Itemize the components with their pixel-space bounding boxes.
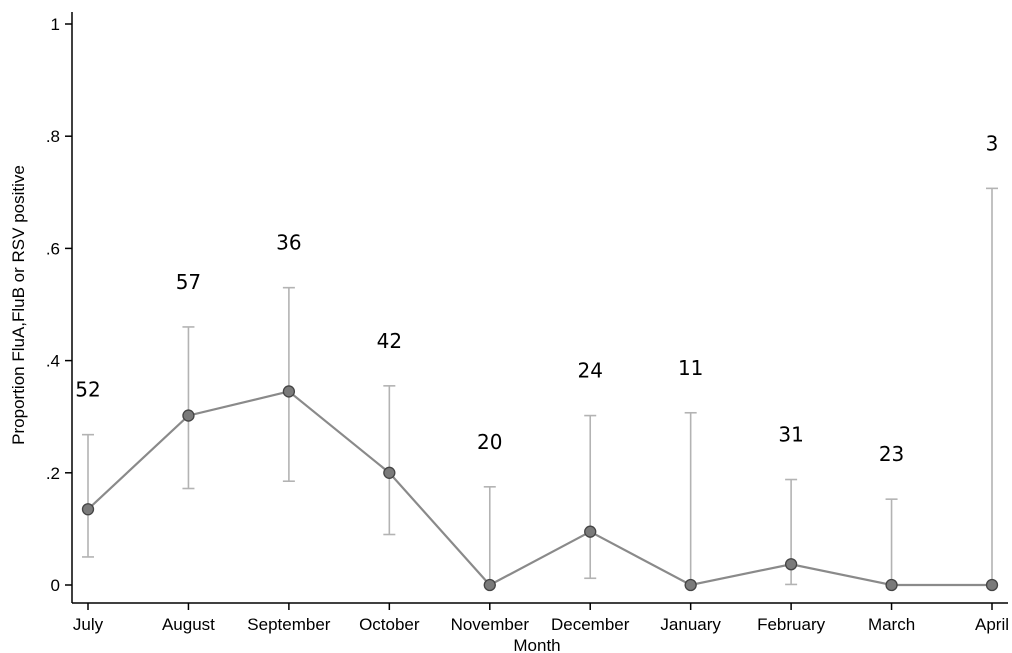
data-label: 57 <box>176 270 201 294</box>
data-point <box>985 578 999 592</box>
data-label: 23 <box>879 442 904 466</box>
x-tick-label: March <box>868 615 915 634</box>
data-point <box>81 503 95 516</box>
sample-size-labels: 52 57 36 42 20 24 11 31 23 3 <box>75 131 998 466</box>
data-label: 20 <box>477 430 502 454</box>
series <box>81 385 999 592</box>
data-label: 11 <box>678 356 703 380</box>
series-line <box>87 390 992 587</box>
y-tick-label: .4 <box>46 352 60 371</box>
y-tick-label: 1 <box>51 15 60 34</box>
x-tick-label: November <box>451 615 530 634</box>
x-tick-label: December <box>551 615 630 634</box>
y-tick-label: 0 <box>51 576 60 595</box>
data-point <box>383 466 396 479</box>
x-tick-label: February <box>757 615 826 634</box>
data-label: 3 <box>986 131 999 155</box>
data-point <box>885 578 898 592</box>
y-tick-label: .2 <box>46 464 60 483</box>
y-tick-label: .6 <box>46 239 60 258</box>
data-point <box>784 558 798 571</box>
data-label: 52 <box>75 378 100 402</box>
axes: 0 .2 .4 .6 .8 1 July August September October Nove… <box>46 12 1009 634</box>
data-point <box>483 578 496 592</box>
data-point <box>684 578 697 592</box>
x-tick-label: September <box>247 615 330 634</box>
x-axis-title: Month <box>513 636 560 653</box>
x-tick-label: August <box>162 615 215 634</box>
error-bars <box>82 187 998 586</box>
data-point <box>584 525 597 538</box>
y-axis-title: Proportion FluA,FluB or RSV positive <box>9 165 28 445</box>
data-label: 36 <box>276 231 301 255</box>
x-tick-label: April <box>975 615 1009 634</box>
data-label: 24 <box>577 359 602 383</box>
x-tick-label: October <box>359 615 420 634</box>
data-point <box>182 409 195 422</box>
y-tick-label: .8 <box>46 127 60 146</box>
x-tick-label: January <box>660 615 721 634</box>
x-tick-label: July <box>73 615 104 634</box>
data-label: 42 <box>377 329 402 353</box>
data-label: 31 <box>778 423 803 447</box>
data-point <box>282 385 296 398</box>
